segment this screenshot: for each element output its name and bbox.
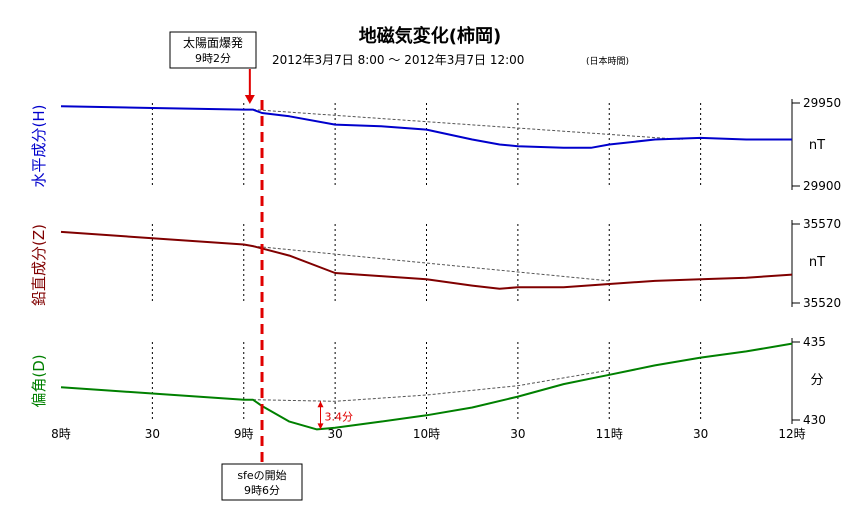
panel-h: 29950 29900 nT 水平成分(H) bbox=[30, 96, 841, 193]
sfe-label: sfeの開始 bbox=[237, 468, 286, 482]
y-axis-label-h: 水平成分(H) bbox=[30, 105, 48, 188]
y-axis-label-d: 偏角(D) bbox=[30, 354, 48, 407]
x-tick-label: 30 bbox=[510, 427, 525, 441]
baseline-z bbox=[252, 245, 610, 282]
y-tick-label-z: 35520 bbox=[803, 296, 841, 310]
delta-arrowhead bbox=[317, 423, 324, 430]
delta-label: 3.4分 bbox=[325, 410, 354, 423]
baseline-d bbox=[252, 369, 610, 402]
series-line-z bbox=[60, 230, 793, 290]
chart-subtitle: 2012年3月7日 8:00 〜 2012年3月7日 12:00 bbox=[272, 53, 524, 67]
x-tick-label: 30 bbox=[693, 427, 708, 441]
flare-annotation: 太陽面爆発 9時2分 bbox=[169, 31, 257, 69]
y-axis-label-z: 鉛直成分(Z) bbox=[30, 224, 48, 306]
flare-label: 太陽面爆発 bbox=[183, 35, 243, 50]
delta-arrowhead bbox=[317, 401, 324, 408]
series-line-d bbox=[60, 342, 793, 431]
unit-label-h: nT bbox=[809, 138, 825, 153]
x-tick-label: 30 bbox=[327, 427, 342, 441]
x-tick-label: 12時 bbox=[778, 427, 805, 441]
panel-z: 35570 35520 nT 鉛直成分(Z) bbox=[30, 217, 841, 310]
flare-time: 9時2分 bbox=[195, 52, 231, 65]
y-tick-label-z: 35570 bbox=[803, 217, 841, 231]
x-tick-label: 30 bbox=[145, 427, 160, 441]
y-tick-label-d: 430 bbox=[803, 413, 826, 427]
unit-label-d: 分 bbox=[810, 373, 823, 388]
sfe-annotation: sfeの開始 9時6分 bbox=[221, 463, 303, 501]
y-tick-label-d: 435 bbox=[803, 335, 826, 349]
y-tick-label-h: 29950 bbox=[803, 96, 841, 110]
chart-subtitle-note: (日本時間) bbox=[586, 55, 629, 67]
chart-title: 地磁気変化(柿岡) bbox=[359, 25, 501, 47]
x-tick-label: 8時 bbox=[51, 427, 71, 441]
panel-d: 435 430 分 偏角(D) 3.4分 bbox=[30, 335, 826, 431]
sfe-time: 9時6分 bbox=[244, 484, 280, 497]
baseline-h bbox=[252, 109, 683, 140]
y-tick-label-h: 29900 bbox=[803, 179, 841, 193]
unit-label-z: nT bbox=[809, 255, 825, 270]
flare-arrowhead bbox=[244, 95, 255, 104]
x-tick-label: 9時 bbox=[234, 427, 254, 441]
series-line-h bbox=[60, 105, 792, 149]
x-tick-label: 11時 bbox=[596, 427, 623, 441]
x-tick-label: 10時 bbox=[413, 427, 440, 441]
